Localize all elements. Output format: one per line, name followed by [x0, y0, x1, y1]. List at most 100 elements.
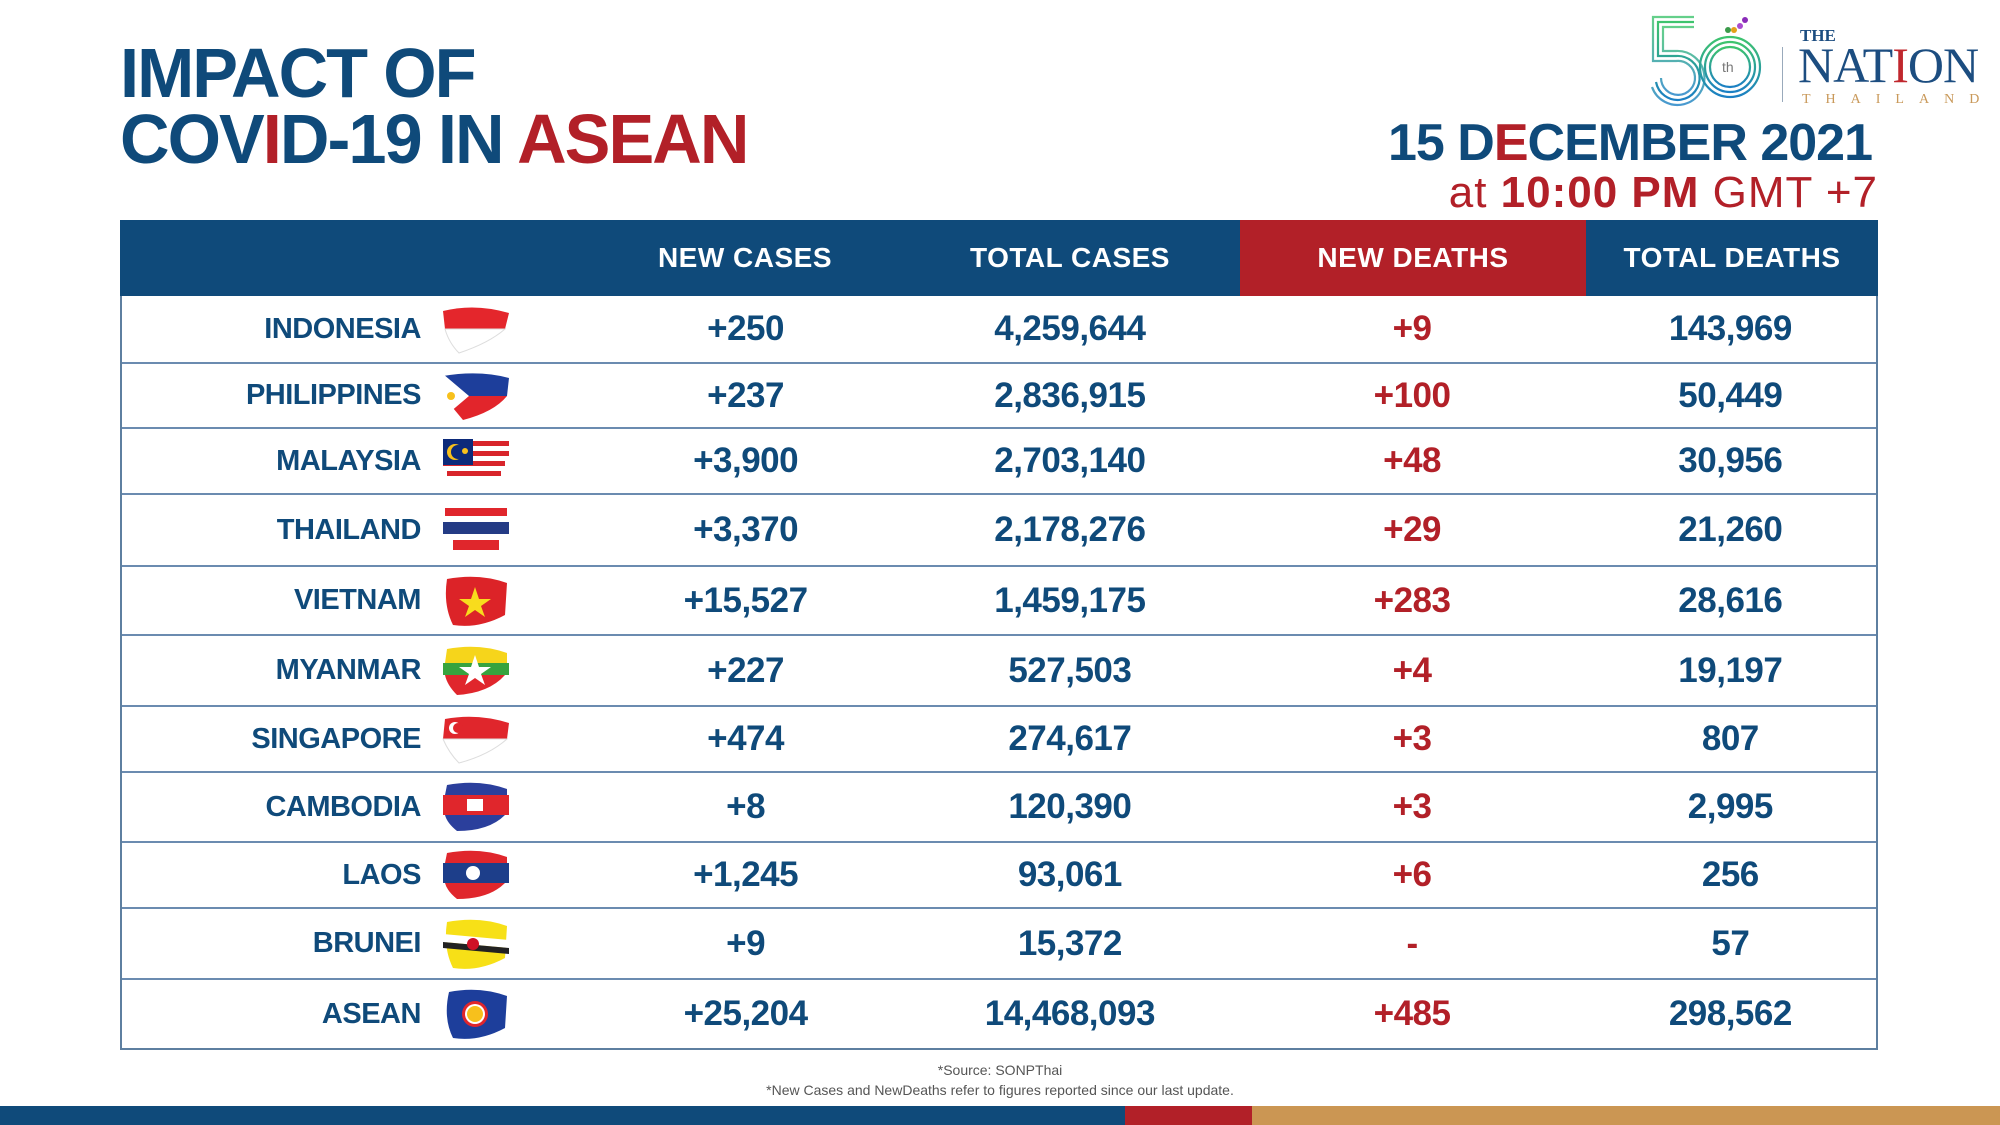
logo-divider [1782, 47, 1783, 102]
new-deaths-cell: - [1406, 923, 1418, 963]
total-cases-cell: 2,178,276 [994, 510, 1146, 549]
table-body: INDONESIA +250 4,259,644 +9 143,969 PHILIPPIN… [122, 296, 1876, 1048]
new-deaths-cell: +4 [1392, 650, 1432, 690]
footer-bar-blue [0, 1106, 1125, 1125]
myanmar-flag-icon [439, 645, 511, 697]
total-cases-cell: 15,372 [1017, 923, 1123, 963]
total-deaths-cell: 28,616 [1678, 580, 1783, 620]
country-cell: MYANMAR [122, 636, 591, 705]
table-row: LAOS +1,245 93,061 +6 256 [122, 841, 1876, 907]
total-deaths-cell: 256 [1701, 855, 1759, 894]
new-cases-cell: +25,204 [683, 994, 809, 1033]
country-cell: CAMBODIA [122, 773, 591, 841]
country-name: LAOS [342, 858, 421, 891]
country-name: MYANMAR [275, 654, 422, 686]
total-deaths-cell: 807 [1701, 719, 1759, 758]
asean-flag-icon [439, 988, 511, 1040]
title-line-1: IMPACT OF [120, 34, 477, 112]
footer-bar-red [1125, 1106, 1252, 1125]
total-deaths-cell: 21,260 [1678, 510, 1783, 549]
table-row: MALAYSIA +3,900 2,703,140 +48 30,956 [122, 427, 1876, 493]
country-cell: PHILIPPINES [122, 364, 591, 427]
report-time: at 10:00 PM GMT +7 [1448, 168, 1878, 217]
malaysia-flag-icon [439, 435, 511, 487]
definition-note: *New Cases and NewDeaths refer to figure… [766, 1082, 1234, 1098]
total-deaths-cell: 143,969 [1668, 309, 1793, 348]
country-name: BRUNEI [312, 927, 422, 959]
country-name: VIETNAM [293, 584, 422, 616]
header-new-cases: NEW CASES [657, 242, 833, 273]
logo-thailand: THAILAND [1802, 92, 1995, 107]
new-deaths-cell: +29 [1383, 510, 1441, 549]
total-cases-cell: 1,459,175 [994, 580, 1146, 620]
new-cases-cell: +250 [707, 309, 784, 348]
thailand-flag-icon [439, 504, 511, 556]
new-deaths-cell: +485 [1373, 994, 1451, 1033]
logo-the: THE [1800, 26, 1836, 45]
new-cases-cell: +1,245 [693, 855, 799, 894]
report-date: 15 DECEMBER 2021 [1388, 114, 1873, 172]
cambodia-flag-icon [439, 781, 511, 833]
header-new-deaths: NEW DEATHS [1240, 220, 1586, 296]
new-cases-cell: +9 [726, 923, 766, 963]
total-cases-cell: 274,617 [1008, 719, 1132, 758]
total-deaths-cell: 30,956 [1678, 441, 1783, 480]
page-title: IMPACT OF COVID-19 IN ASEAN [120, 34, 749, 178]
new-cases-cell: +237 [707, 375, 784, 415]
covid-stats-table: NEW CASES TOTAL CASES NEW DEATHS TOTAL D… [120, 220, 1878, 1050]
country-cell: VIETNAM [122, 567, 591, 634]
new-cases-cell: +3,900 [693, 441, 799, 480]
table-row: SINGAPORE +474 274,617 +3 807 [122, 705, 1876, 771]
total-deaths-cell: 298,562 [1668, 994, 1793, 1033]
country-cell: SINGAPORE [122, 707, 591, 771]
brunei-flag-icon [439, 918, 511, 970]
new-deaths-cell: +48 [1383, 441, 1441, 480]
table-row: BRUNEI +9 15,372 - 57 [122, 907, 1876, 978]
country-name: SINGAPORE [251, 722, 421, 755]
table-row: INDONESIA +250 4,259,644 +9 143,969 [122, 296, 1876, 362]
total-cases-cell: 2,703,140 [994, 441, 1146, 480]
new-cases-cell: +227 [707, 650, 784, 690]
country-cell: THAILAND [122, 495, 591, 565]
new-deaths-cell: +6 [1392, 855, 1432, 894]
country-cell: INDONESIA [122, 296, 591, 362]
total-cases-cell: 120,390 [1008, 787, 1132, 826]
svg-text:th: th [1722, 59, 1734, 75]
footer-bar-gold [1252, 1106, 2000, 1125]
total-cases-cell: 93,061 [1017, 855, 1123, 894]
total-cases-cell: 2,836,915 [994, 375, 1146, 415]
table-row: THAILAND +3,370 2,178,276 +29 21,260 [122, 493, 1876, 565]
total-cases-cell: 14,468,093 [984, 994, 1156, 1033]
new-deaths-cell: +9 [1392, 309, 1432, 348]
header-country [120, 220, 590, 296]
total-cases-cell: 527,503 [1008, 650, 1132, 690]
philippines-flag-icon [439, 370, 511, 422]
singapore-flag-icon [439, 713, 511, 765]
logo-nation: NATION [1798, 37, 1979, 93]
country-name: CAMBODIA [265, 790, 421, 823]
country-cell: BRUNEI [122, 909, 591, 978]
table-row: VIETNAM +15,527 1,459,175 +283 28,616 [122, 565, 1876, 634]
new-cases-cell: +474 [707, 719, 784, 758]
new-cases-cell: +8 [726, 787, 766, 826]
table-header: NEW CASES TOTAL CASES NEW DEATHS TOTAL D… [120, 220, 1878, 296]
total-deaths-cell: 2,995 [1687, 787, 1774, 826]
title-line-2: COVID-19 IN ASEAN [120, 100, 749, 178]
indonesia-flag-icon [439, 303, 511, 355]
footer-notes: *Source: SONPThai *New Cases and NewDeat… [0, 1060, 2000, 1100]
header-total-cases: TOTAL CASES [970, 242, 1170, 273]
table-row: ASEAN +25,204 14,468,093 +485 298,562 [122, 978, 1876, 1048]
country-cell: ASEAN [122, 980, 591, 1048]
total-cases-cell: 4,259,644 [994, 309, 1146, 348]
total-deaths-cell: 50,449 [1678, 375, 1783, 415]
new-deaths-cell: +3 [1392, 787, 1432, 826]
table-row: CAMBODIA +8 120,390 +3 2,995 [122, 771, 1876, 841]
the-nation-logo: th THE NATION THAILAND [1650, 12, 1990, 107]
new-cases-cell: +15,527 [683, 580, 809, 620]
total-deaths-cell: 57 [1711, 923, 1750, 963]
source-note: *Source: SONPThai [937, 1062, 1063, 1078]
country-cell: MALAYSIA [122, 429, 591, 493]
table-row: PHILIPPINES +237 2,836,915 +100 50,449 [122, 362, 1876, 427]
header-total-deaths: TOTAL DEATHS [1623, 242, 1841, 273]
new-cases-cell: +3,370 [693, 510, 799, 549]
